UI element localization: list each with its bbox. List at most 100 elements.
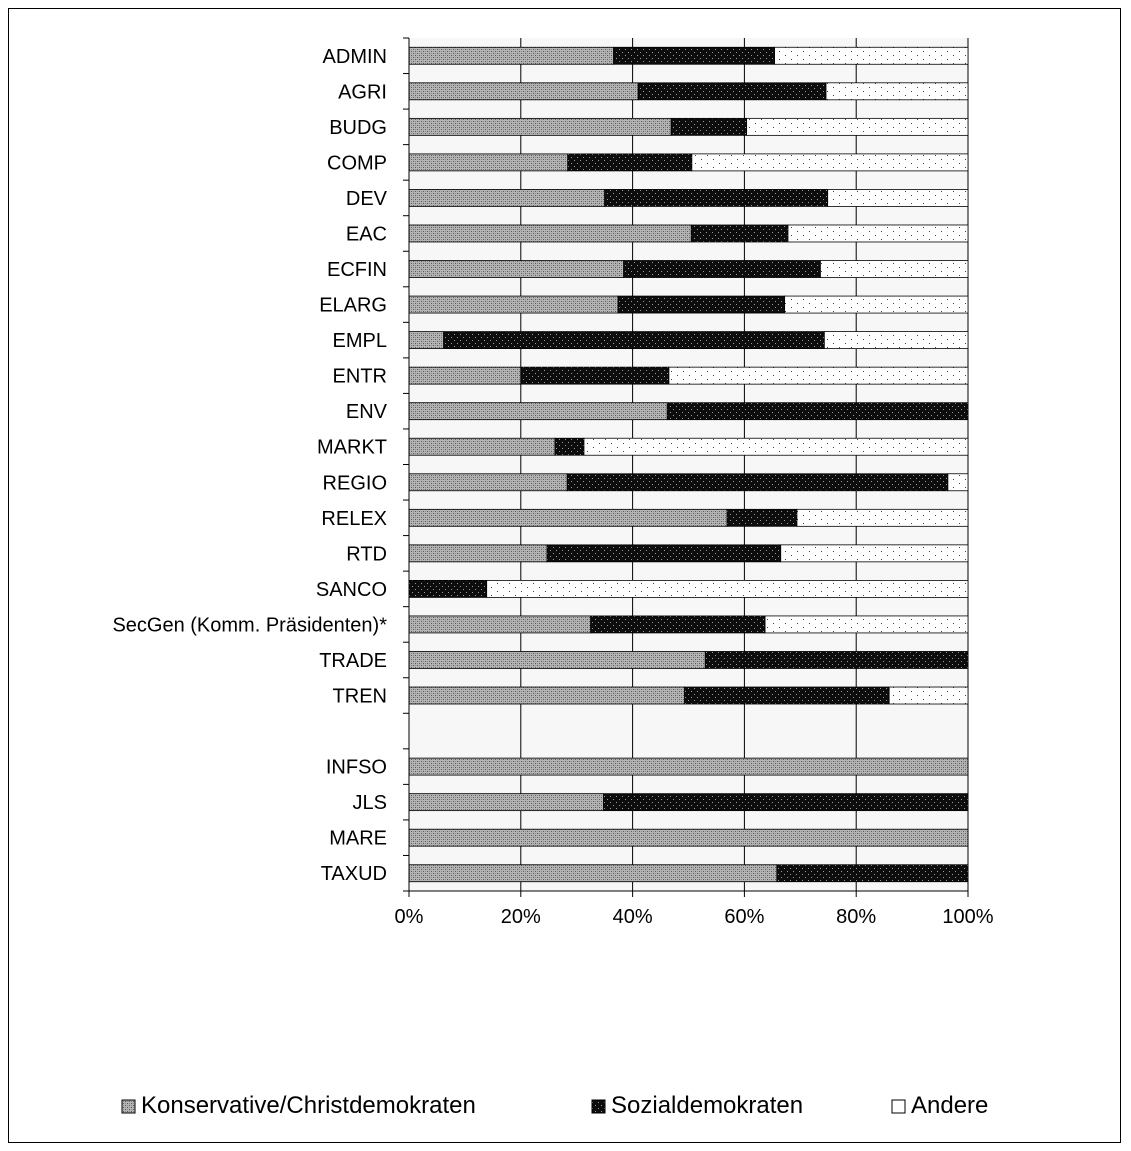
category-label-comp: COMP: [327, 152, 387, 174]
bar-admin-andere: [774, 46, 969, 65]
bar-admin-konservative-christdemokraten: [408, 46, 614, 65]
legend-swatch-andere: [891, 1099, 906, 1114]
bar-mare-konservative-christdemokraten: [408, 828, 969, 847]
bar-entr-andere: [668, 366, 969, 385]
bar-elarg-konservative-christdemokraten: [408, 295, 619, 314]
bar-empl-konservative-christdemokraten: [408, 331, 445, 350]
bar-jls-sozialdemokraten: [603, 793, 969, 812]
bar-markt-sozialdemokraten: [554, 437, 585, 456]
bar-eac-sozialdemokraten: [690, 224, 789, 243]
category-label-entr: ENTR: [333, 366, 387, 388]
bar-elarg-sozialdemokraten: [617, 295, 786, 314]
bar-secgen-komm-pr-sidenten-andere: [764, 615, 969, 634]
bar-secgen-komm-pr-sidenten-konservative-christdemokraten: [408, 615, 592, 634]
legend-label-sozialdemokraten: Sozialdemokraten: [611, 1092, 803, 1119]
axes: [403, 37, 969, 897]
plot-area: [409, 38, 968, 891]
legend: Konservative/Christdemokraten Sozialdemok…: [121, 1092, 988, 1119]
category-label-secgen-komm-pr-sidenten: SecGen (Komm. Präsidenten)*: [112, 614, 387, 636]
bar-markt-konservative-christdemokraten: [408, 437, 556, 456]
bar-admin-sozialdemokraten: [613, 46, 775, 65]
bar-tren-sozialdemokraten: [684, 686, 890, 705]
bar-tren-konservative-christdemokraten: [408, 686, 685, 705]
bar-budg-konservative-christdemokraten: [408, 117, 672, 136]
bar-regio-konservative-christdemokraten: [408, 473, 568, 492]
legend-swatch-konservative-christdemokraten: [121, 1099, 136, 1114]
bar-ecfin-sozialdemokraten: [623, 260, 821, 278]
bar-regio-sozialdemokraten: [566, 473, 949, 492]
bar-rtd-konservative-christdemokraten: [408, 544, 548, 563]
x-tick-label: 100%: [942, 906, 993, 928]
category-label-mare: MARE: [329, 828, 387, 850]
bar-sanco-sozialdemokraten: [408, 579, 488, 598]
bar-env-konservative-christdemokraten: [408, 402, 668, 421]
category-label-regio: REGIO: [323, 472, 387, 494]
bar-agri-konservative-christdemokraten: [408, 82, 639, 101]
category-labels: ADMIN AGRI BUDG COMP DEV EAC ECFIN ELARG EMPL ENT…: [112, 46, 387, 885]
legend-label-konservative-christdemokraten: Konservative/Christdemokraten: [141, 1092, 476, 1119]
category-label-rtd: RTD: [346, 543, 387, 565]
category-label-tren: TREN: [333, 686, 387, 708]
category-label-sanco: SANCO: [316, 579, 387, 601]
category-label-env: ENV: [346, 401, 388, 423]
bar-dev-andere: [827, 189, 969, 207]
x-tick-label: 60%: [724, 906, 764, 928]
bar-taxud-konservative-christdemokraten: [408, 864, 778, 883]
category-label-trade: TRADE: [319, 650, 387, 672]
bar-env-sozialdemokraten: [666, 402, 969, 421]
bar-trade-konservative-christdemokraten: [408, 651, 706, 669]
bar-rtd-andere: [780, 544, 969, 563]
bar-agri-andere: [825, 82, 969, 101]
category-label-budg: BUDG: [329, 117, 387, 139]
bars: [408, 46, 969, 883]
legend-label-andere: Andere: [911, 1092, 988, 1119]
bar-ecfin-andere: [820, 260, 969, 278]
bar-empl-andere: [823, 331, 969, 350]
category-label-markt: MARKT: [317, 437, 387, 459]
category-label-ecfin: ECFIN: [327, 259, 387, 281]
bar-agri-sozialdemokraten: [637, 82, 827, 101]
bar-comp-sozialdemokraten: [567, 153, 693, 172]
bar-trade-sozialdemokraten: [704, 651, 969, 669]
bar-sanco-andere: [486, 579, 969, 598]
x-tick-label: 0%: [395, 906, 424, 928]
category-label-elarg: ELARG: [319, 295, 387, 317]
category-label-relex: RELEX: [321, 508, 387, 530]
bar-dev-sozialdemokraten: [604, 189, 829, 207]
category-label-jls: JLS: [353, 792, 387, 814]
bar-entr-konservative-christdemokraten: [408, 366, 522, 385]
bar-relex-sozialdemokraten: [726, 508, 798, 527]
category-label-admin: ADMIN: [323, 46, 387, 68]
category-label-dev: DEV: [346, 188, 388, 210]
bar-comp-andere: [691, 153, 969, 172]
bar-taxud-sozialdemokraten: [776, 864, 969, 883]
bar-ecfin-konservative-christdemokraten: [408, 260, 625, 278]
bar-markt-andere: [583, 437, 969, 456]
category-label-eac: EAC: [346, 223, 387, 245]
bar-regio-andere: [947, 473, 969, 492]
category-label-empl: EMPL: [333, 330, 387, 352]
bar-jls-konservative-christdemokraten: [408, 793, 604, 812]
bar-secgen-komm-pr-sidenten-sozialdemokraten: [590, 615, 766, 634]
x-tick-labels: 0% 20% 40% 60% 80% 100%: [395, 906, 994, 928]
category-label-agri: AGRI: [338, 81, 387, 103]
stacked-bar-chart: ADMIN AGRI BUDG COMP DEV EAC ECFIN ELARG EMPL ENT…: [112, 37, 994, 1119]
bar-eac-andere: [787, 224, 969, 243]
gridlines: [520, 38, 969, 891]
x-tick-label: 40%: [613, 906, 653, 928]
bar-dev-konservative-christdemokraten: [408, 189, 606, 207]
bar-entr-sozialdemokraten: [520, 366, 670, 385]
category-label-taxud: TAXUD: [321, 863, 387, 885]
bar-empl-sozialdemokraten: [443, 331, 825, 350]
bar-budg-sozialdemokraten: [670, 117, 748, 136]
legend-swatch-sozialdemokraten: [591, 1099, 606, 1114]
bar-comp-konservative-christdemokraten: [408, 153, 569, 172]
bar-eac-konservative-christdemokraten: [408, 224, 692, 243]
bar-relex-konservative-christdemokraten: [408, 508, 728, 527]
bar-elarg-andere: [784, 295, 969, 314]
category-label-infso: INFSO: [326, 757, 387, 779]
bar-tren-andere: [888, 686, 969, 705]
bar-budg-andere: [746, 117, 969, 136]
bar-rtd-sozialdemokraten: [546, 544, 782, 563]
x-tick-label: 20%: [501, 906, 541, 928]
